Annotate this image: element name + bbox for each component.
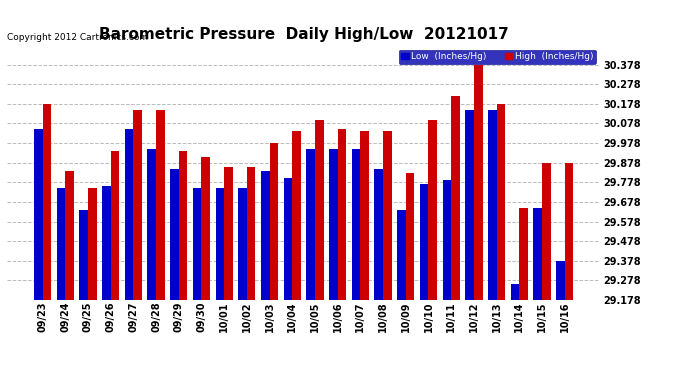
Bar bbox=[201, 157, 210, 300]
Bar bbox=[34, 129, 43, 300]
Bar bbox=[79, 210, 88, 300]
Bar bbox=[375, 169, 383, 300]
Bar bbox=[533, 208, 542, 300]
Bar bbox=[156, 110, 165, 300]
Bar bbox=[238, 188, 247, 300]
Bar bbox=[488, 110, 497, 300]
Bar bbox=[247, 166, 255, 300]
Bar bbox=[542, 163, 551, 300]
Bar bbox=[293, 131, 301, 300]
Bar bbox=[420, 184, 428, 300]
Bar bbox=[43, 104, 51, 300]
Bar bbox=[406, 172, 415, 300]
Bar bbox=[270, 143, 278, 300]
Bar bbox=[306, 149, 315, 300]
Bar bbox=[88, 188, 97, 300]
Bar bbox=[148, 149, 156, 300]
Bar bbox=[383, 131, 392, 300]
Bar bbox=[352, 149, 360, 300]
Bar bbox=[360, 131, 369, 300]
Bar bbox=[102, 186, 110, 300]
Bar bbox=[170, 169, 179, 300]
Bar bbox=[133, 110, 142, 300]
Bar bbox=[465, 110, 474, 300]
Bar bbox=[57, 188, 65, 300]
Bar bbox=[442, 180, 451, 300]
Bar bbox=[110, 151, 119, 300]
Bar bbox=[520, 208, 528, 300]
Bar bbox=[215, 188, 224, 300]
Bar bbox=[261, 171, 270, 300]
Bar bbox=[329, 149, 337, 300]
Bar bbox=[397, 210, 406, 300]
Bar bbox=[428, 120, 437, 300]
Bar bbox=[556, 261, 564, 300]
Bar bbox=[451, 96, 460, 300]
Bar bbox=[179, 151, 188, 300]
Title: Barometric Pressure  Daily High/Low  20121017: Barometric Pressure Daily High/Low 20121… bbox=[99, 27, 509, 42]
Text: Copyright 2012 Cartronics.com: Copyright 2012 Cartronics.com bbox=[7, 33, 148, 42]
Legend: Low  (Inches/Hg), High  (Inches/Hg): Low (Inches/Hg), High (Inches/Hg) bbox=[399, 50, 595, 64]
Bar bbox=[65, 171, 74, 300]
Bar bbox=[193, 188, 201, 300]
Bar bbox=[511, 284, 520, 300]
Bar bbox=[474, 64, 482, 300]
Bar bbox=[284, 178, 293, 300]
Bar bbox=[125, 129, 133, 300]
Bar bbox=[337, 129, 346, 300]
Bar bbox=[315, 120, 324, 300]
Bar bbox=[497, 104, 505, 300]
Bar bbox=[224, 166, 233, 300]
Bar bbox=[564, 163, 573, 300]
